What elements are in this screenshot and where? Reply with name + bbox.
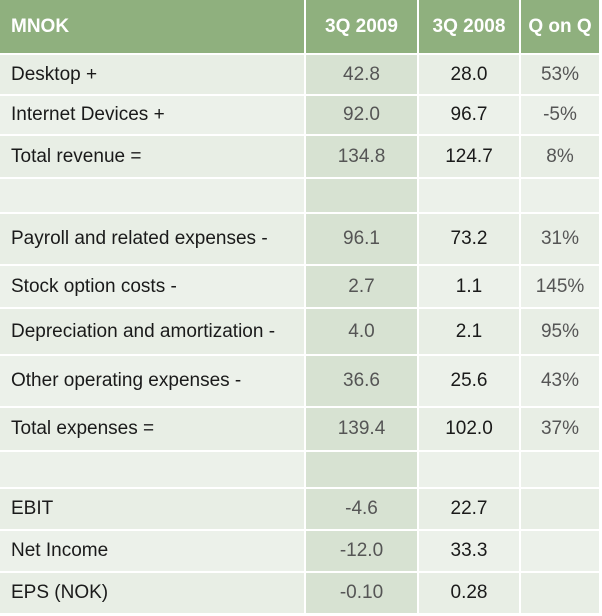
value-q-on-q: 95% (520, 308, 601, 356)
header-3q-2008: 3Q 2008 (418, 0, 521, 55)
table-row: Internet Devices + 92.0 96.7 -5% (0, 95, 601, 136)
header-3q-2009: 3Q 2009 (305, 0, 419, 55)
value-3q-2009 (305, 451, 419, 489)
value-3q-2008: 102.0 (418, 407, 521, 452)
table-row: EPS (NOK) -0.10 0.28 (0, 572, 601, 615)
row-label: Depreciation and amortization - (0, 308, 306, 356)
value-q-on-q (520, 488, 601, 531)
row-label: Other operating expenses - (0, 355, 306, 408)
value-3q-2009: 92.0 (305, 95, 419, 136)
table-row-spacer (0, 178, 601, 214)
value-3q-2008: 0.28 (418, 572, 521, 615)
value-3q-2008 (418, 178, 521, 214)
header-mnok: MNOK (0, 0, 306, 55)
value-3q-2008: 33.3 (418, 530, 521, 573)
value-q-on-q: -5% (520, 95, 601, 136)
header-q-on-q: Q on Q (520, 0, 601, 55)
value-q-on-q (520, 178, 601, 214)
table-row: Total expenses = 139.4 102.0 37% (0, 407, 601, 452)
value-q-on-q: 31% (520, 213, 601, 266)
value-q-on-q: 8% (520, 135, 601, 179)
value-q-on-q: 37% (520, 407, 601, 452)
value-3q-2008: 22.7 (418, 488, 521, 531)
row-label: EPS (NOK) (0, 572, 306, 615)
row-label (0, 451, 306, 489)
value-q-on-q: 145% (520, 265, 601, 309)
value-q-on-q: 43% (520, 355, 601, 408)
value-q-on-q (520, 572, 601, 615)
value-3q-2009: -4.6 (305, 488, 419, 531)
value-3q-2009 (305, 178, 419, 214)
value-3q-2009: 2.7 (305, 265, 419, 309)
row-label: EBIT (0, 488, 306, 531)
table-row: Desktop + 42.8 28.0 53% (0, 54, 601, 96)
row-label: Payroll and related expenses - (0, 213, 306, 266)
value-3q-2008: 25.6 (418, 355, 521, 408)
value-3q-2008: 96.7 (418, 95, 521, 136)
row-label (0, 178, 306, 214)
value-3q-2009: -0.10 (305, 572, 419, 615)
row-label: Internet Devices + (0, 95, 306, 136)
value-3q-2008: 1.1 (418, 265, 521, 309)
row-label: Desktop + (0, 54, 306, 96)
row-label: Stock option costs - (0, 265, 306, 309)
table-header-row: MNOK 3Q 2009 3Q 2008 Q on Q (0, 0, 601, 55)
value-3q-2008: 2.1 (418, 308, 521, 356)
table-row: Depreciation and amortization - 4.0 2.1 … (0, 308, 601, 356)
value-3q-2008 (418, 451, 521, 489)
value-3q-2009: 36.6 (305, 355, 419, 408)
value-q-on-q (520, 530, 601, 573)
value-q-on-q (520, 451, 601, 489)
table-row: Stock option costs - 2.7 1.1 145% (0, 265, 601, 309)
row-label: Total expenses = (0, 407, 306, 452)
value-3q-2008: 73.2 (418, 213, 521, 266)
value-3q-2009: -12.0 (305, 530, 419, 573)
row-label: Total revenue = (0, 135, 306, 179)
value-3q-2009: 4.0 (305, 308, 419, 356)
value-3q-2008: 124.7 (418, 135, 521, 179)
table-row-spacer (0, 451, 601, 489)
table-row: Other operating expenses - 36.6 25.6 43% (0, 355, 601, 408)
table-row: Total revenue = 134.8 124.7 8% (0, 135, 601, 179)
value-3q-2009: 139.4 (305, 407, 419, 452)
value-3q-2008: 28.0 (418, 54, 521, 96)
value-3q-2009: 96.1 (305, 213, 419, 266)
table-row: Payroll and related expenses - 96.1 73.2… (0, 213, 601, 266)
value-3q-2009: 42.8 (305, 54, 419, 96)
row-label: Net Income (0, 530, 306, 573)
value-3q-2009: 134.8 (305, 135, 419, 179)
value-q-on-q: 53% (520, 54, 601, 96)
table-row: Net Income -12.0 33.3 (0, 530, 601, 573)
table-row: EBIT -4.6 22.7 (0, 488, 601, 531)
